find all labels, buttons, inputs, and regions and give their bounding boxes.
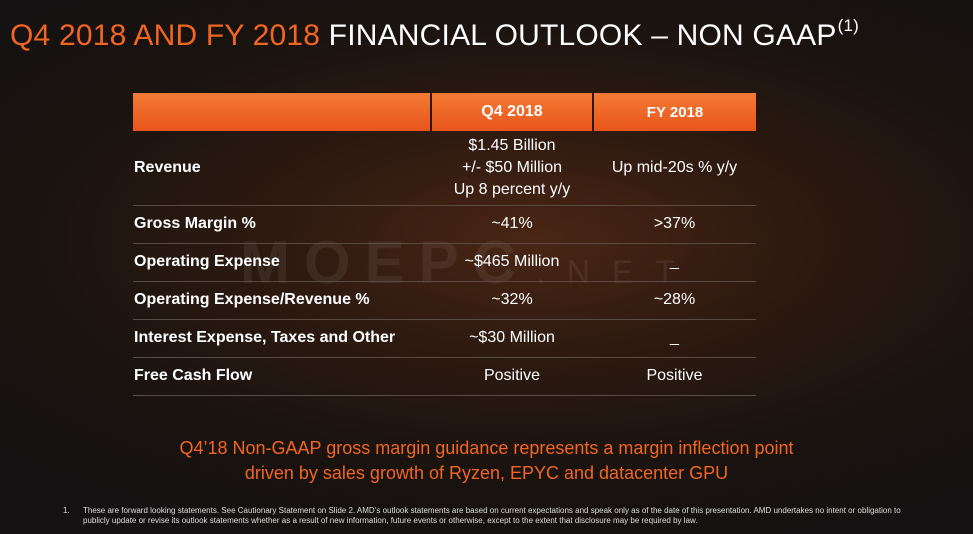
outlook-table: Q4 2018 FY 2018 Revenue $1.45 Billion +/…: [133, 93, 756, 396]
footnote: 1. These are forward looking statements.…: [63, 506, 923, 526]
header-label-column: [133, 93, 432, 131]
row-label: Free Cash Flow: [133, 356, 431, 396]
title-main: FINANCIAL OUTLOOK – NON GAAP: [328, 19, 837, 52]
row-label: Gross Margin %: [133, 204, 431, 243]
cell-fy: >37%: [593, 204, 756, 243]
cell-fy: ~28%: [593, 280, 756, 319]
table-row: Revenue $1.45 Billion +/- $50 Million Up…: [133, 131, 756, 205]
q4-revenue-line: $1.45 Billion: [468, 136, 556, 154]
cell-fy: Up mid-20s % y/y: [611, 158, 738, 176]
commentary-line: driven by sales growth of Ryzen, EPYC an…: [244, 463, 729, 483]
cell-q4: ~41%: [431, 204, 593, 243]
commentary-line: Q4’18 Non-GAAP gross margin guidance rep…: [179, 438, 794, 458]
row-label: Revenue: [134, 158, 201, 176]
cell-fy: _: [593, 318, 756, 357]
row-label: Operating Expense/Revenue %: [133, 280, 431, 319]
cell-q4: Positive: [431, 356, 593, 396]
table-row: Operating Expense/Revenue % ~32% ~28%: [133, 280, 756, 319]
guidance-commentary: Q4’18 Non-GAAP gross margin guidance rep…: [0, 436, 973, 486]
cell-fy: Positive: [593, 356, 756, 396]
table-header-row: Q4 2018 FY 2018: [133, 93, 756, 131]
cell-q4: $1.45 Billion +/- $50 Million Up 8 perce…: [431, 131, 593, 205]
header-q4-2018: Q4 2018: [431, 93, 594, 131]
title-footnote-ref: (1): [837, 16, 859, 35]
footnote-number: 1.: [63, 506, 70, 515]
row-label: Operating Expense: [133, 242, 431, 281]
cell-q4: ~$465 Million: [431, 242, 593, 281]
slide-title: Q4 2018 AND FY 2018 FINANCIAL OUTLOOK – …: [10, 16, 859, 53]
title-highlight: Q4 2018 AND FY 2018: [10, 19, 321, 52]
table-row: Interest Expense, Taxes and Other ~$30 M…: [133, 318, 756, 357]
table-row: Operating Expense ~$465 Million _: [133, 242, 756, 281]
q4-revenue-line: +/- $50 Million: [461, 158, 563, 176]
cell-fy: _: [593, 242, 756, 281]
cell-q4: ~$30 Million: [431, 318, 593, 357]
table-row: Free Cash Flow Positive Positive: [133, 356, 756, 396]
footnote-text: These are forward looking statements. Se…: [83, 506, 901, 525]
row-label: Interest Expense, Taxes and Other: [133, 318, 431, 357]
header-fy-2018: FY 2018: [593, 93, 756, 131]
q4-revenue-line: Up 8 percent y/y: [453, 180, 571, 198]
table-row: Gross Margin % ~41% >37%: [133, 204, 756, 243]
cell-q4: ~32%: [431, 280, 593, 319]
